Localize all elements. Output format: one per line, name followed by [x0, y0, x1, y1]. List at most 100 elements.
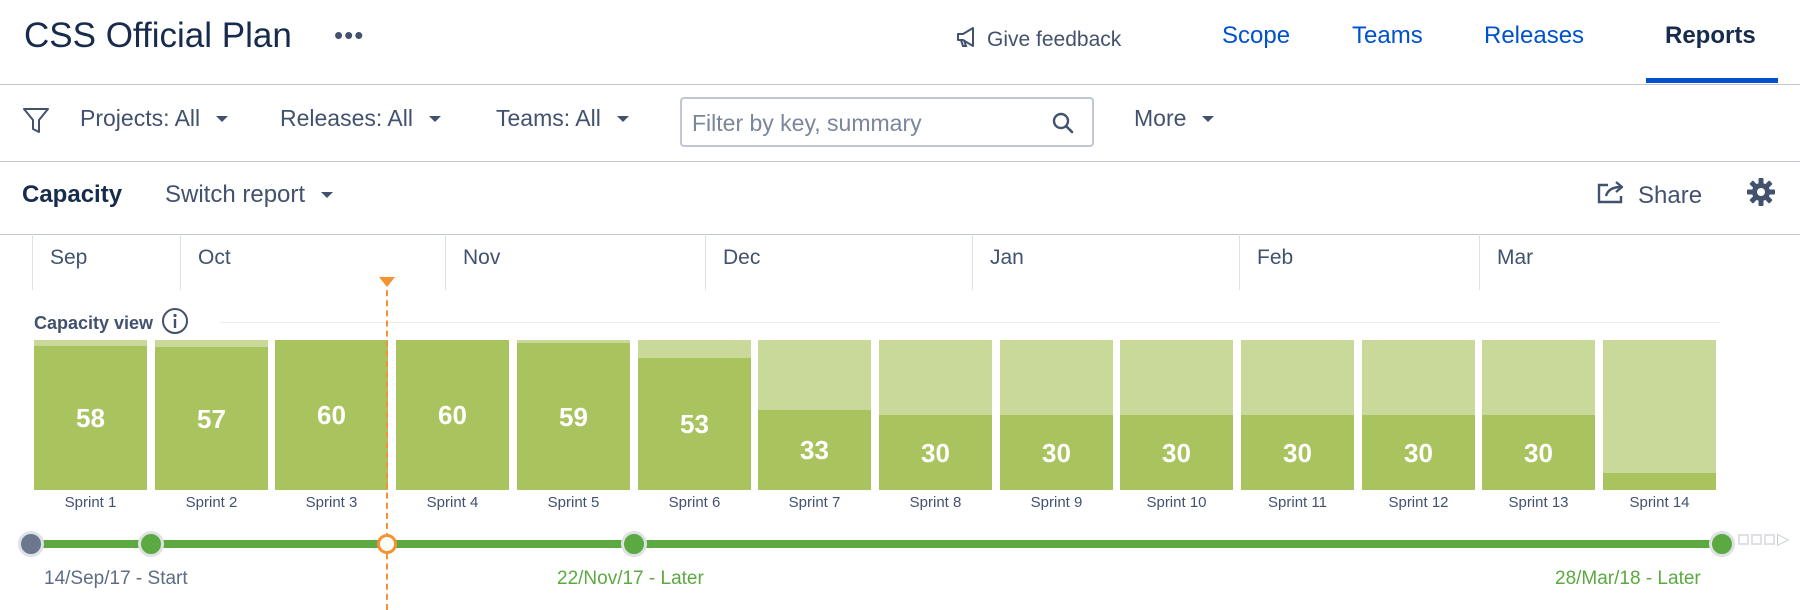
track-end-square — [1764, 534, 1775, 545]
today-release-marker[interactable] — [377, 534, 397, 554]
more-filters-label: More — [1134, 105, 1187, 131]
more-filters-dropdown[interactable]: More — [1134, 105, 1215, 132]
switch-report-dropdown[interactable]: Switch report — [165, 181, 334, 209]
sprint-column[interactable]: 60 Sprint 4 — [396, 340, 509, 511]
sprint-value: 53 — [680, 409, 709, 439]
sprint-capacity-used — [1120, 415, 1233, 490]
info-icon[interactable] — [161, 307, 189, 340]
sprint-column[interactable]: 30 Sprint 13 — [1482, 340, 1595, 511]
sprint-label: Sprint 12 — [1388, 494, 1449, 511]
give-feedback-button[interactable]: Give feedback — [955, 26, 1121, 54]
release-marker[interactable] — [1709, 531, 1735, 557]
month-header: Sep — [32, 234, 180, 290]
filter-bar: Projects: All Releases: All Teams: All M… — [0, 84, 1800, 162]
sprint-label: Sprint 8 — [909, 494, 962, 511]
search-input[interactable] — [690, 107, 1034, 139]
share-icon — [1596, 179, 1626, 212]
sprint-capacity-total — [1603, 340, 1716, 490]
report-bar: Capacity Switch report Share — [0, 161, 1800, 235]
sprint-column[interactable]: 30 Sprint 11 — [1241, 340, 1354, 511]
divider — [220, 322, 1720, 323]
sprint-value: 60 — [317, 400, 346, 430]
megaphone-icon — [955, 26, 979, 54]
sprint-capacity-used — [1362, 415, 1475, 490]
capacity-chart: 58 Sprint 1 57 Sprint 2 60 Sprint 3 60 Sprint 4… — [0, 340, 1800, 530]
sprint-capacity-used — [517, 343, 630, 490]
track-scroll-handle[interactable]: ▷ — [1738, 531, 1790, 548]
release-marker-start[interactable] — [18, 531, 44, 557]
month-header: Mar — [1479, 234, 1729, 290]
gear-icon[interactable] — [1746, 177, 1776, 212]
sprint-label: Sprint 3 — [305, 494, 358, 511]
switch-report-label: Switch report — [165, 181, 306, 208]
sprint-capacity-used — [638, 358, 751, 490]
share-button[interactable]: Share — [1596, 179, 1702, 212]
sprint-column[interactable]: 59 Sprint 5 — [517, 340, 630, 511]
sprint-label: Sprint 2 — [185, 494, 238, 511]
sprint-capacity-used — [879, 415, 992, 490]
projects-filter-dropdown[interactable]: Projects: All — [80, 105, 229, 132]
sprint-column[interactable]: 58 Sprint 1 — [34, 340, 147, 511]
sprint-value: 30 — [1404, 437, 1433, 468]
month-header: Jan — [972, 234, 1239, 290]
sprint-label: Sprint 5 — [547, 494, 600, 511]
sprint-label: Sprint 9 — [1030, 494, 1083, 511]
month-header: Nov — [445, 234, 705, 290]
more-actions-button[interactable]: ••• — [334, 20, 365, 50]
sprint-column[interactable]: Sprint 14 — [1603, 340, 1716, 511]
month-header: Dec — [705, 234, 972, 290]
sprint-label: Sprint 1 — [64, 494, 117, 511]
sprint-label: Sprint 13 — [1508, 494, 1569, 511]
sprint-value: 30 — [1042, 437, 1071, 468]
sprint-value: 30 — [1162, 437, 1191, 468]
today-marker-icon[interactable] — [379, 277, 395, 287]
tab-scope[interactable]: Scope — [1222, 22, 1291, 49]
chevron-down-icon — [321, 192, 334, 198]
filter-icon — [22, 106, 50, 141]
give-feedback-label: Give feedback — [987, 28, 1122, 51]
sprint-column[interactable]: 33 Sprint 7 — [758, 340, 871, 511]
teams-filter-label: Teams: All — [496, 105, 601, 131]
releases-filter-label: Releases: All — [280, 105, 413, 131]
chevron-right-icon: ▷ — [1777, 531, 1790, 548]
tab-releases[interactable]: Releases — [1484, 22, 1585, 49]
chevron-down-icon — [216, 115, 229, 122]
sprint-value: 33 — [800, 435, 829, 465]
sprint-value: 30 — [921, 437, 950, 468]
sprint-column[interactable]: 30 Sprint 10 — [1120, 340, 1233, 511]
sprint-capacity-used — [1482, 415, 1595, 490]
releases-filter-dropdown[interactable]: Releases: All — [280, 105, 441, 132]
sprint-label: Sprint 7 — [788, 494, 841, 511]
today-line — [386, 280, 388, 610]
track-end-square — [1751, 534, 1762, 545]
report-name: Capacity — [22, 181, 123, 208]
search-box — [680, 97, 1094, 147]
sprint-column[interactable]: 53 Sprint 6 — [638, 340, 751, 511]
sprint-column[interactable]: 30 Sprint 12 — [1362, 340, 1475, 511]
sprint-capacity-used — [34, 346, 147, 490]
sprint-column[interactable]: 30 Sprint 9 — [1000, 340, 1113, 511]
sprint-capacity-used — [1000, 415, 1113, 490]
sprint-column[interactable]: 60 Sprint 3 — [275, 340, 388, 511]
tab-reports[interactable]: Reports — [1665, 22, 1756, 49]
chevron-down-icon — [428, 115, 441, 122]
sprint-value: 59 — [559, 401, 588, 432]
release-marker[interactable] — [621, 531, 647, 557]
tab-teams[interactable]: Teams — [1352, 22, 1423, 49]
projects-filter-label: Projects: All — [80, 105, 201, 131]
sprint-label: Sprint 10 — [1146, 494, 1207, 511]
track-end-square — [1738, 534, 1749, 545]
sprint-column[interactable]: 30 Sprint 8 — [879, 340, 992, 511]
plan-header: CSS Official Plan ••• Give feedback Scop… — [0, 0, 1800, 85]
release-label-start: 14/Sep/17 - Start — [44, 568, 188, 589]
plan-title: CSS Official Plan — [24, 16, 292, 55]
search-icon[interactable] — [1052, 112, 1074, 139]
sprint-column[interactable]: 57 Sprint 2 — [155, 340, 268, 511]
sprint-label: Sprint 4 — [426, 494, 479, 511]
sprint-label: Sprint 11 — [1268, 494, 1327, 511]
release-track — [30, 540, 1722, 548]
sprint-capacity-used — [275, 340, 388, 490]
teams-filter-dropdown[interactable]: Teams: All — [496, 105, 629, 132]
release-marker[interactable] — [138, 531, 164, 557]
sprint-value: 30 — [1283, 437, 1312, 468]
